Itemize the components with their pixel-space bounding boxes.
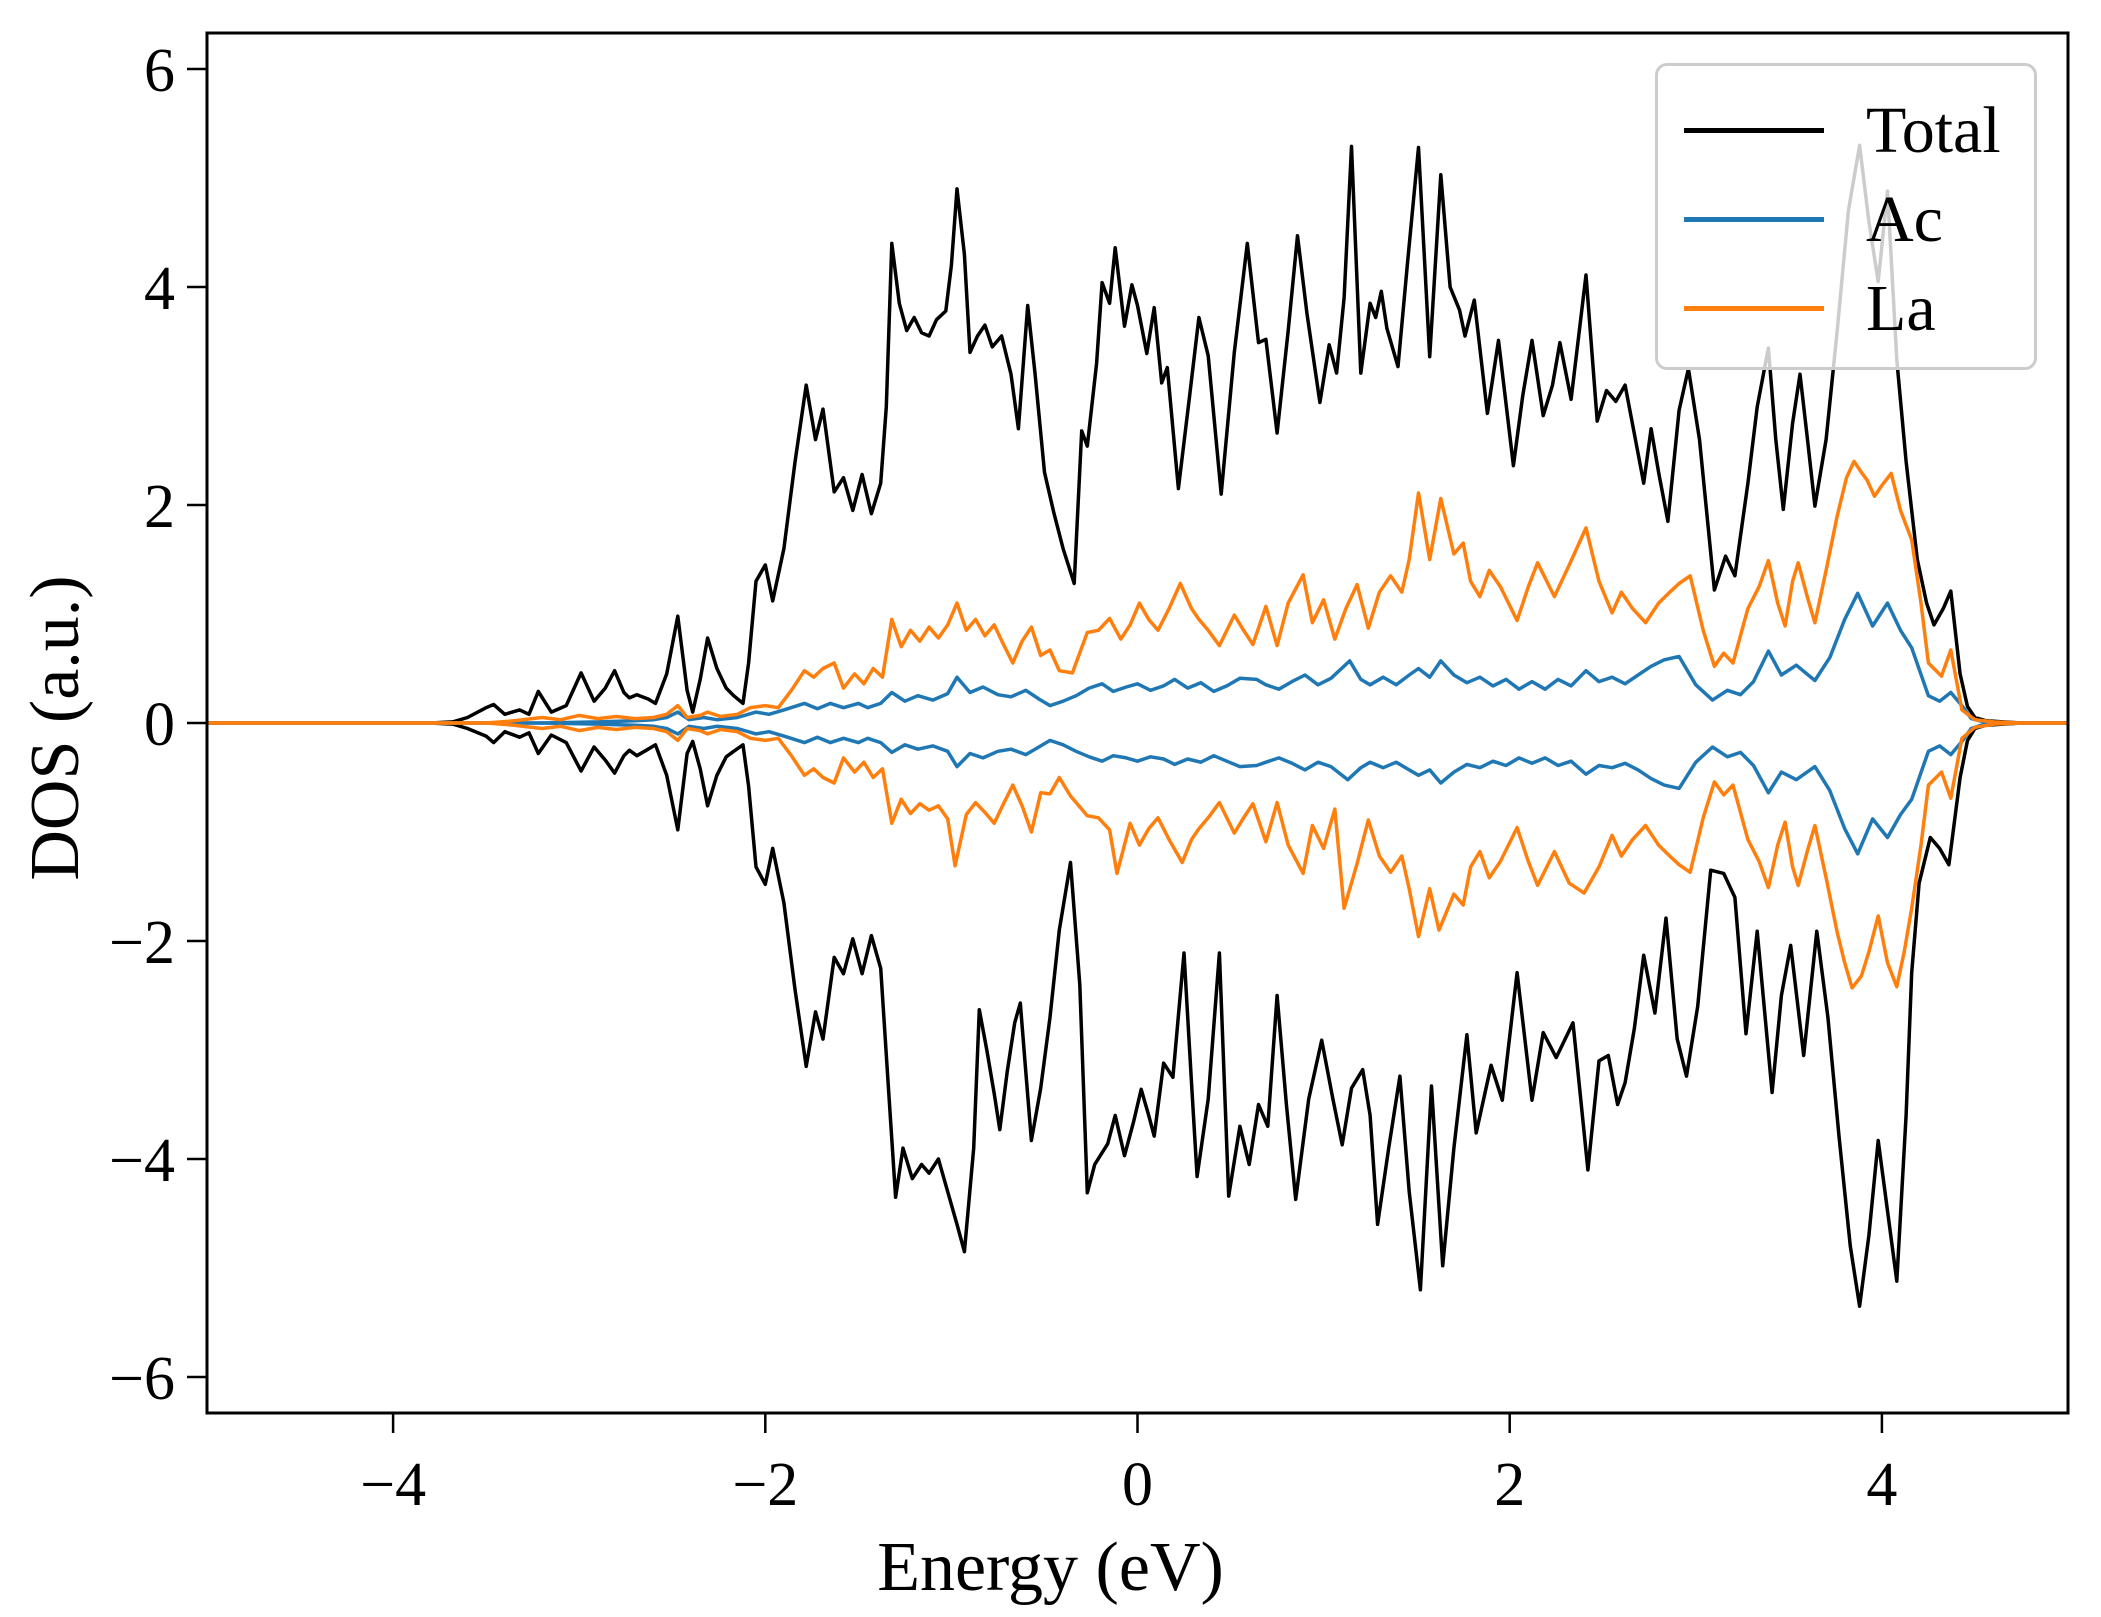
y-tick-label: 2 xyxy=(144,473,175,541)
y-axis-label: DOS (a.u.) xyxy=(17,575,94,881)
x-tick-label: 2 xyxy=(1494,1451,1525,1519)
x-tick-label: 4 xyxy=(1866,1451,1897,1519)
series-la-up xyxy=(207,459,2068,725)
y-tick-label: 4 xyxy=(144,255,175,323)
y-tick-label: −4 xyxy=(109,1127,175,1195)
legend-label: Ac xyxy=(1866,182,1943,256)
x-tick-label: −2 xyxy=(732,1451,798,1519)
legend-label: Total xyxy=(1866,93,2001,167)
y-tick-label: 6 xyxy=(144,37,175,105)
legend-line-ac xyxy=(1684,217,1824,222)
series-ac-up xyxy=(207,591,2068,725)
y-tick-label: −2 xyxy=(109,909,175,977)
legend-entry-ac: Ac xyxy=(1684,175,2004,264)
legend-entry-la: La xyxy=(1684,264,2004,353)
series-ac-down xyxy=(207,721,2068,856)
series-total-up xyxy=(207,143,2068,725)
legend-entry-total: Total xyxy=(1684,86,2004,175)
y-tick-label: 0 xyxy=(144,691,175,759)
y-tick-label: −6 xyxy=(109,1345,175,1413)
legend-line-la xyxy=(1684,306,1824,311)
legend-label: La xyxy=(1866,271,1936,345)
legend: Total Ac La xyxy=(1655,63,2037,370)
x-axis-label: Energy (eV) xyxy=(877,1529,1224,1606)
series-total-down xyxy=(207,721,2068,1308)
legend-line-total xyxy=(1684,128,1824,133)
x-tick-label: −4 xyxy=(360,1451,426,1519)
x-tick-label: 0 xyxy=(1122,1451,1153,1519)
series-la-down xyxy=(207,721,2068,990)
